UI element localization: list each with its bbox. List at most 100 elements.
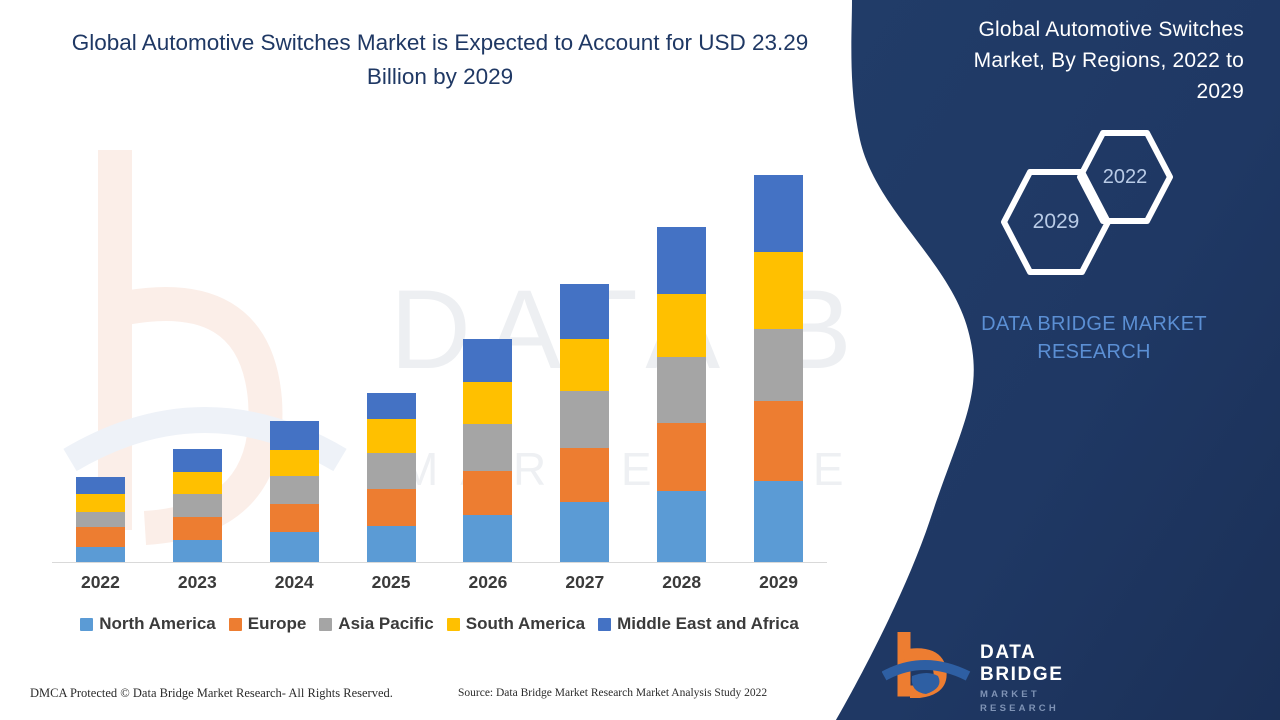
- bar-segment[interactable]: [754, 328, 804, 401]
- legend-swatch: [446, 617, 460, 631]
- stacked-bar[interactable]: [172, 449, 222, 562]
- bar-slot: [149, 175, 246, 562]
- bar-slot: [246, 175, 343, 562]
- hex-badges: 2029 2022: [1000, 128, 1200, 278]
- page-title: Global Automotive Switches Market is Exp…: [71, 30, 809, 89]
- bar-segment[interactable]: [269, 475, 319, 504]
- legend-label: Europe: [247, 614, 307, 633]
- bar-segment[interactable]: [366, 419, 416, 454]
- bar-segment[interactable]: [463, 339, 513, 383]
- bar-segment[interactable]: [172, 516, 222, 541]
- bar-segment[interactable]: [75, 494, 125, 512]
- legend-item[interactable]: Asia Pacific: [319, 614, 434, 634]
- panel-content: Global Automotive Switches Market, By Re…: [920, 0, 1280, 720]
- bar-slot: [52, 175, 149, 562]
- legend-label: Middle East and Africa: [617, 614, 799, 633]
- x-axis-line: [52, 562, 827, 563]
- stacked-bar[interactable]: [366, 392, 416, 562]
- bar-segment[interactable]: [269, 503, 319, 533]
- x-axis-tick-label: 2027: [565, 572, 605, 592]
- bar-segment[interactable]: [172, 494, 222, 517]
- stacked-bar[interactable]: [657, 227, 707, 562]
- bar-segment[interactable]: [754, 480, 804, 562]
- bar-slot: [536, 175, 633, 562]
- footer-source: Source: Data Bridge Market Research Mark…: [458, 687, 768, 699]
- panel-brand-text: DATA BRIDGE MARKET RESEARCH: [981, 313, 1207, 363]
- bar-segment[interactable]: [463, 382, 513, 425]
- footer-copyright: DMCA Protected © Data Bridge Market Rese…: [30, 686, 393, 700]
- bar-segment[interactable]: [560, 283, 610, 340]
- bar-slot: [440, 175, 537, 562]
- bar-group: [52, 175, 827, 562]
- legend-item[interactable]: Europe: [228, 614, 307, 634]
- logo-sub-text: MARKET RESEARCH: [980, 689, 1059, 714]
- bar-segment[interactable]: [657, 356, 707, 424]
- bar-segment[interactable]: [657, 423, 707, 492]
- legend-item[interactable]: South America: [446, 614, 586, 634]
- bar-segment[interactable]: [366, 489, 416, 527]
- bar-segment[interactable]: [75, 476, 125, 495]
- x-axis-tick-label: 2022: [80, 572, 120, 592]
- bar-segment[interactable]: [657, 227, 707, 295]
- legend-label: Asia Pacific: [338, 614, 434, 633]
- legend-swatch: [598, 617, 612, 631]
- x-axis-tick-label: 2028: [662, 572, 702, 592]
- bar-slot: [633, 175, 730, 562]
- stacked-bar[interactable]: [75, 476, 125, 562]
- x-axis-tick-label: 2026: [468, 572, 508, 592]
- bar-segment[interactable]: [366, 392, 416, 420]
- bar-segment[interactable]: [269, 450, 319, 476]
- chart-plot-area: [52, 175, 827, 563]
- legend-label: South America: [465, 614, 586, 633]
- bar-segment[interactable]: [754, 252, 804, 329]
- logo-mark-icon: [882, 632, 971, 698]
- bar-segment[interactable]: [754, 400, 804, 481]
- hex-badge-2029-label: 2029: [1032, 210, 1080, 233]
- legend-item[interactable]: North America: [80, 614, 216, 634]
- bar-segment[interactable]: [560, 502, 610, 562]
- bar-slot: [730, 175, 827, 562]
- bar-segment[interactable]: [172, 540, 222, 562]
- stacked-bar[interactable]: [463, 339, 513, 562]
- chart-legend: North America Europe Asia Pacific South Ame…: [52, 614, 827, 634]
- bar-segment[interactable]: [172, 471, 222, 495]
- bar-segment[interactable]: [269, 532, 319, 562]
- bar-slot: [343, 175, 440, 562]
- bar-segment[interactable]: [560, 339, 610, 391]
- data-bridge-logo: DATA BRIDGE MARKET RESEARCH: [882, 632, 1112, 714]
- bar-segment[interactable]: [366, 526, 416, 562]
- hex-badge-2022-label: 2022: [1102, 165, 1148, 188]
- bar-segment[interactable]: [754, 175, 804, 252]
- stacked-bar[interactable]: [560, 283, 610, 562]
- bar-segment[interactable]: [269, 421, 319, 451]
- legend-item[interactable]: Middle East and Africa: [598, 614, 799, 634]
- footer: DMCA Protected © Data Bridge Market Rese…: [0, 686, 860, 710]
- legend-swatch: [80, 617, 94, 631]
- bar-segment[interactable]: [172, 449, 222, 472]
- bar-segment[interactable]: [75, 527, 125, 547]
- legend-swatch: [228, 617, 242, 631]
- bar-segment[interactable]: [560, 448, 610, 503]
- legend-swatch: [319, 617, 333, 631]
- stacked-bar[interactable]: [754, 175, 804, 562]
- bar-segment[interactable]: [75, 511, 125, 528]
- logo-main-text: DATA BRIDGE: [980, 642, 1064, 685]
- bar-segment[interactable]: [463, 424, 513, 471]
- legend-label: North America: [99, 614, 216, 633]
- x-axis-tick-label: 2024: [274, 572, 314, 592]
- logo-text: DATA BRIDGE MARKET RESEARCH: [980, 642, 1112, 716]
- bar-segment[interactable]: [560, 390, 610, 449]
- x-axis-labels: 2022 2023 2024 2025 2026 2027 2028 2029: [52, 572, 827, 593]
- x-axis-tick-label: 2023: [177, 572, 217, 592]
- bar-segment[interactable]: [657, 294, 707, 357]
- bar-segment[interactable]: [463, 470, 513, 515]
- bar-segment[interactable]: [75, 546, 125, 562]
- stacked-bar[interactable]: [269, 421, 319, 562]
- bar-segment[interactable]: [366, 453, 416, 490]
- bar-segment[interactable]: [463, 514, 513, 562]
- bar-segment[interactable]: [657, 491, 707, 562]
- x-axis-tick-label: 2029: [759, 572, 799, 592]
- x-axis-tick-label: 2025: [371, 572, 411, 592]
- panel-title: Global Automotive Switches Market, By Re…: [973, 18, 1244, 103]
